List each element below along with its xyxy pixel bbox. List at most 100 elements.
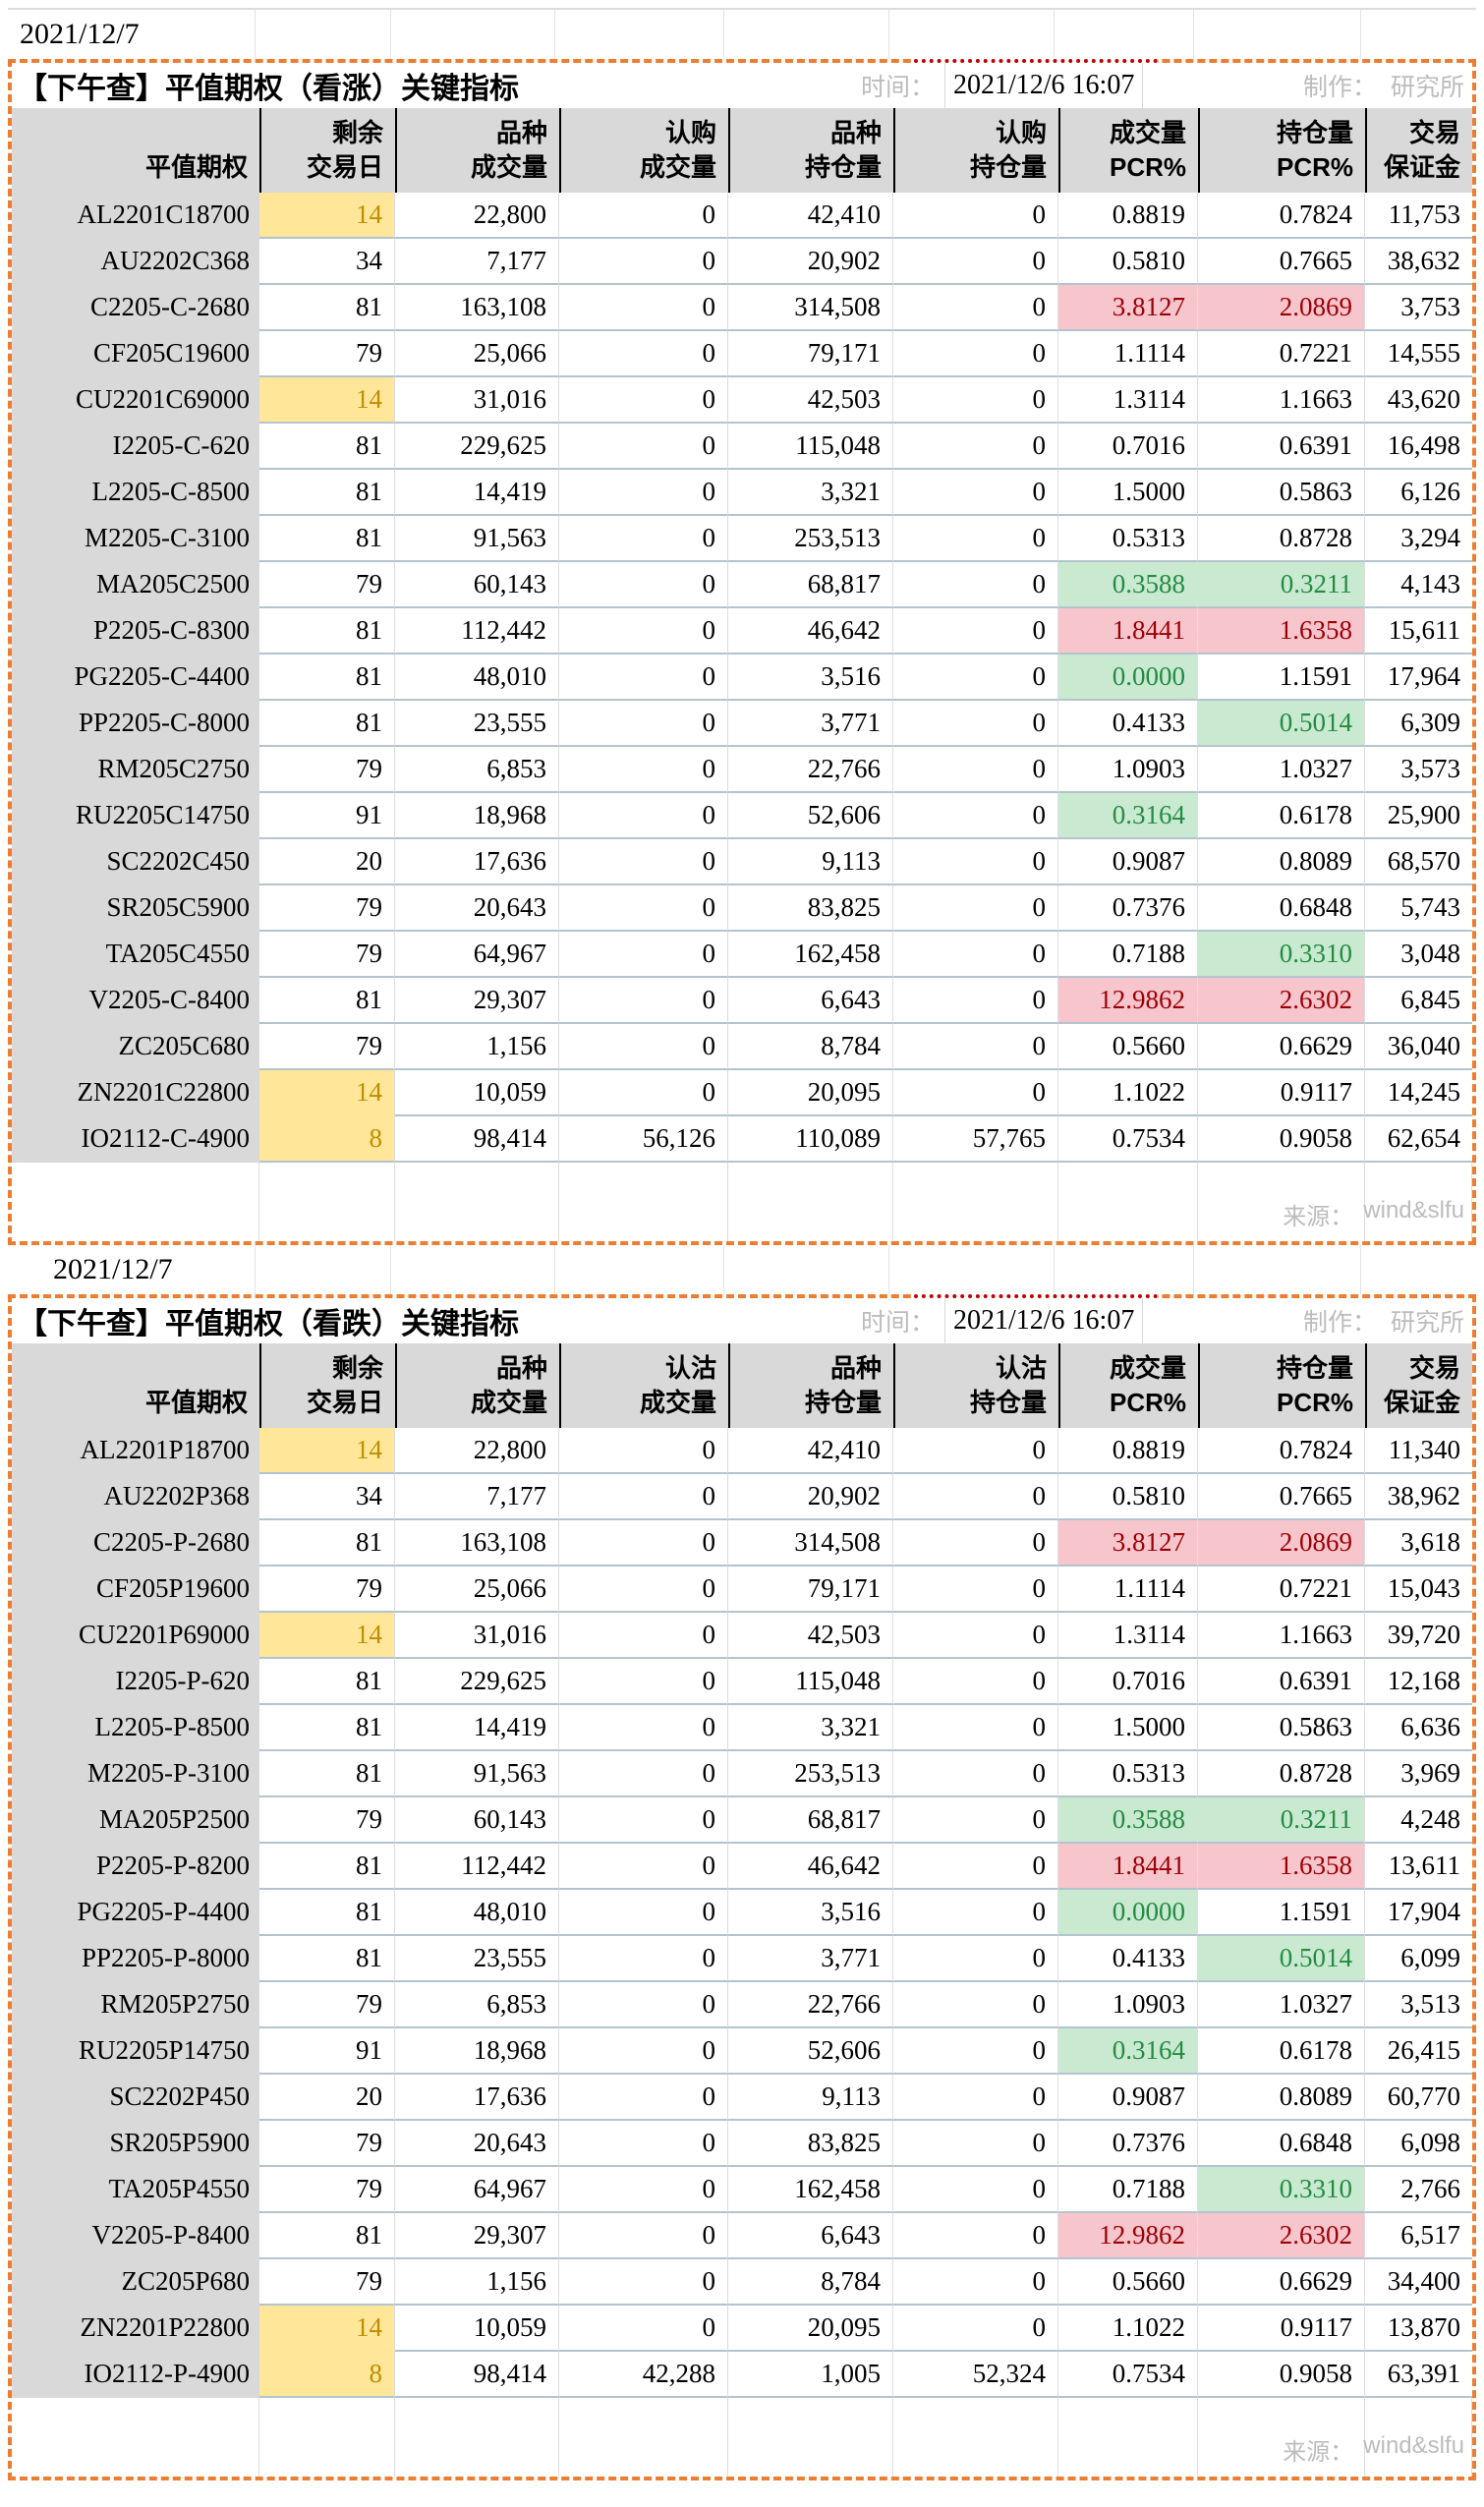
cell-volume-pcr: 1.1022 bbox=[1058, 2306, 1198, 2352]
cell-contract-code: CF205C19600 bbox=[12, 331, 259, 377]
cell-oi-pcr: 0.9117 bbox=[1198, 2306, 1365, 2352]
cell-option-volume: 0 bbox=[559, 424, 728, 470]
cell-variety-volume: 29,307 bbox=[395, 2213, 559, 2259]
cell-margin: 11,753 bbox=[1365, 193, 1472, 239]
column-header-4: 品种 持仓量 bbox=[728, 108, 893, 193]
maker: 制作： 研究所 bbox=[1143, 1303, 1472, 1339]
call-options-panel: 2021/12/7 【下午查】平值期权（看涨）关键指标 时间： 2021/12/… bbox=[8, 10, 1476, 1245]
cell-remaining-days: 79 bbox=[259, 2167, 395, 2213]
cell-volume-pcr: 0.8819 bbox=[1058, 1428, 1198, 1474]
cell-remaining-days: 79 bbox=[259, 1567, 395, 1613]
column-header-1: 剩余 交易日 bbox=[259, 1343, 395, 1428]
cell-option-open-interest: 0 bbox=[893, 2259, 1058, 2306]
gridline-cell bbox=[1198, 2398, 1365, 2477]
cell-remaining-days: 20 bbox=[259, 2075, 395, 2121]
column-header-8: 交易 保证金 bbox=[1365, 108, 1472, 193]
cell-option-volume: 0 bbox=[559, 2167, 728, 2213]
cell-volume-pcr: 0.7534 bbox=[1058, 1116, 1198, 1163]
maker-label: 制作： bbox=[1302, 74, 1377, 101]
call-table-body: AL2201C18700 14 22,800 0 42,410 0 0.8819 0.7824… bbox=[12, 193, 1472, 1163]
table-row: TA205P4550 79 64,967 0 162,458 0 0.7188 0.3310 2… bbox=[12, 2167, 1472, 2213]
cell-variety-open-interest: 42,410 bbox=[728, 1428, 893, 1474]
cell-option-volume: 0 bbox=[559, 701, 728, 747]
cell-volume-pcr: 0.3588 bbox=[1058, 1797, 1198, 1844]
maker-value: 研究所 bbox=[1390, 74, 1464, 101]
cell-contract-code: RM205C2750 bbox=[12, 747, 259, 793]
cell-variety-open-interest: 3,516 bbox=[728, 1890, 893, 1936]
table-row: RU2205P14750 91 18,968 0 52,606 0 0.3164 0.6178… bbox=[12, 2028, 1472, 2075]
cell-contract-code: L2205-P-8500 bbox=[12, 1705, 259, 1751]
gridline-cell bbox=[256, 10, 391, 59]
maker-value: 研究所 bbox=[1390, 1309, 1464, 1337]
gridline-cell bbox=[724, 10, 889, 59]
cell-option-open-interest: 0 bbox=[893, 1797, 1058, 1844]
gridline-cell bbox=[893, 1163, 1058, 1241]
cell-variety-open-interest: 46,642 bbox=[728, 608, 893, 655]
put-table-frame: 【下午查】平值期权（看跌）关键指标 时间： 2021/12/6 16:07 制作… bbox=[8, 1294, 1476, 2480]
cell-contract-code: IO2112-C-4900 bbox=[12, 1116, 259, 1163]
cell-margin: 6,309 bbox=[1365, 701, 1472, 747]
gridline-cell bbox=[8, 1245, 256, 1294]
cell-variety-volume: 64,967 bbox=[395, 2167, 559, 2213]
cell-variety-open-interest: 79,171 bbox=[728, 331, 893, 377]
cell-oi-pcr: 0.8728 bbox=[1198, 1751, 1365, 1797]
cell-volume-pcr: 1.1114 bbox=[1058, 1567, 1198, 1613]
cell-margin: 60,770 bbox=[1365, 2075, 1472, 2121]
column-header-5: 认沽 持仓量 bbox=[893, 1343, 1058, 1428]
cell-volume-pcr: 0.9087 bbox=[1058, 839, 1198, 885]
cell-volume-pcr: 0.7534 bbox=[1058, 2352, 1198, 2398]
cell-remaining-days: 81 bbox=[259, 1659, 395, 1705]
cell-volume-pcr: 0.7376 bbox=[1058, 2121, 1198, 2167]
cell-oi-pcr: 0.7221 bbox=[1198, 1567, 1365, 1613]
cell-volume-pcr: 0.3588 bbox=[1058, 562, 1198, 608]
column-header-7: 持仓量 PCR% bbox=[1198, 1343, 1365, 1428]
cell-margin: 12,168 bbox=[1365, 1659, 1472, 1705]
cell-option-volume: 0 bbox=[559, 331, 728, 377]
gridline-cell bbox=[728, 1163, 893, 1241]
cell-remaining-days: 81 bbox=[259, 1936, 395, 1982]
cell-contract-code: V2205-C-8400 bbox=[12, 978, 259, 1024]
gridline-cell bbox=[259, 1163, 395, 1241]
cell-option-volume: 0 bbox=[559, 839, 728, 885]
cell-variety-volume: 1,156 bbox=[395, 1024, 559, 1070]
footer-gridlines bbox=[12, 2398, 1472, 2477]
cell-contract-code: AU2202P368 bbox=[12, 1474, 259, 1520]
cell-variety-volume: 31,016 bbox=[395, 377, 559, 424]
cell-oi-pcr: 0.6848 bbox=[1198, 885, 1365, 932]
cell-variety-open-interest: 3,516 bbox=[728, 655, 893, 701]
cell-option-open-interest: 0 bbox=[893, 747, 1058, 793]
cell-variety-open-interest: 20,095 bbox=[728, 2306, 893, 2352]
cell-variety-volume: 25,066 bbox=[395, 331, 559, 377]
cell-variety-open-interest: 253,513 bbox=[728, 1751, 893, 1797]
cell-volume-pcr: 0.5810 bbox=[1058, 239, 1198, 285]
cell-volume-pcr: 0.7376 bbox=[1058, 885, 1198, 932]
cell-oi-pcr: 0.6391 bbox=[1198, 1659, 1365, 1705]
cell-volume-pcr: 0.5810 bbox=[1058, 1474, 1198, 1520]
cell-variety-open-interest: 20,902 bbox=[728, 239, 893, 285]
column-header-0: 平值期权 bbox=[144, 151, 248, 182]
table-row: SC2202C450 20 17,636 0 9,113 0 0.9087 0.8089 68,… bbox=[12, 839, 1472, 885]
cell-option-open-interest: 0 bbox=[893, 285, 1058, 331]
cell-option-open-interest: 0 bbox=[893, 1613, 1058, 1659]
cell-volume-pcr: 1.5000 bbox=[1058, 470, 1198, 516]
table-row: SR205P5900 79 20,643 0 83,825 0 0.7376 0.6848 6,… bbox=[12, 2121, 1472, 2167]
table-row: P2205-C-8300 81 112,442 0 46,642 0 1.8441 1.635… bbox=[12, 608, 1472, 655]
cell-contract-code: M2205-P-3100 bbox=[12, 1751, 259, 1797]
cell-margin: 43,620 bbox=[1365, 377, 1472, 424]
cell-volume-pcr: 0.5313 bbox=[1058, 516, 1198, 562]
gridline-cell bbox=[12, 1163, 259, 1241]
table-row: IO2112-C-4900 8 98,414 56,126 110,089 57,765 0… bbox=[12, 1116, 1472, 1163]
cell-contract-code: TA205P4550 bbox=[12, 2167, 259, 2213]
cell-variety-open-interest: 162,458 bbox=[728, 2167, 893, 2213]
put-table-footer: 来源： wind&slfu bbox=[12, 2398, 1472, 2477]
cell-contract-code: L2205-C-8500 bbox=[12, 470, 259, 516]
cell-remaining-days: 8 bbox=[259, 1116, 395, 1163]
cell-variety-volume: 48,010 bbox=[395, 1890, 559, 1936]
table-row: C2205-P-2680 81 163,108 0 314,508 0 3.8127 2.08… bbox=[12, 1520, 1472, 1567]
cell-variety-open-interest: 52,606 bbox=[728, 2028, 893, 2075]
cell-volume-pcr: 0.9087 bbox=[1058, 2075, 1198, 2121]
cell-remaining-days: 79 bbox=[259, 2259, 395, 2306]
cell-variety-volume: 6,853 bbox=[395, 747, 559, 793]
table-row: L2205-C-8500 81 14,419 0 3,321 0 1.5000 0.5863 6… bbox=[12, 470, 1472, 516]
